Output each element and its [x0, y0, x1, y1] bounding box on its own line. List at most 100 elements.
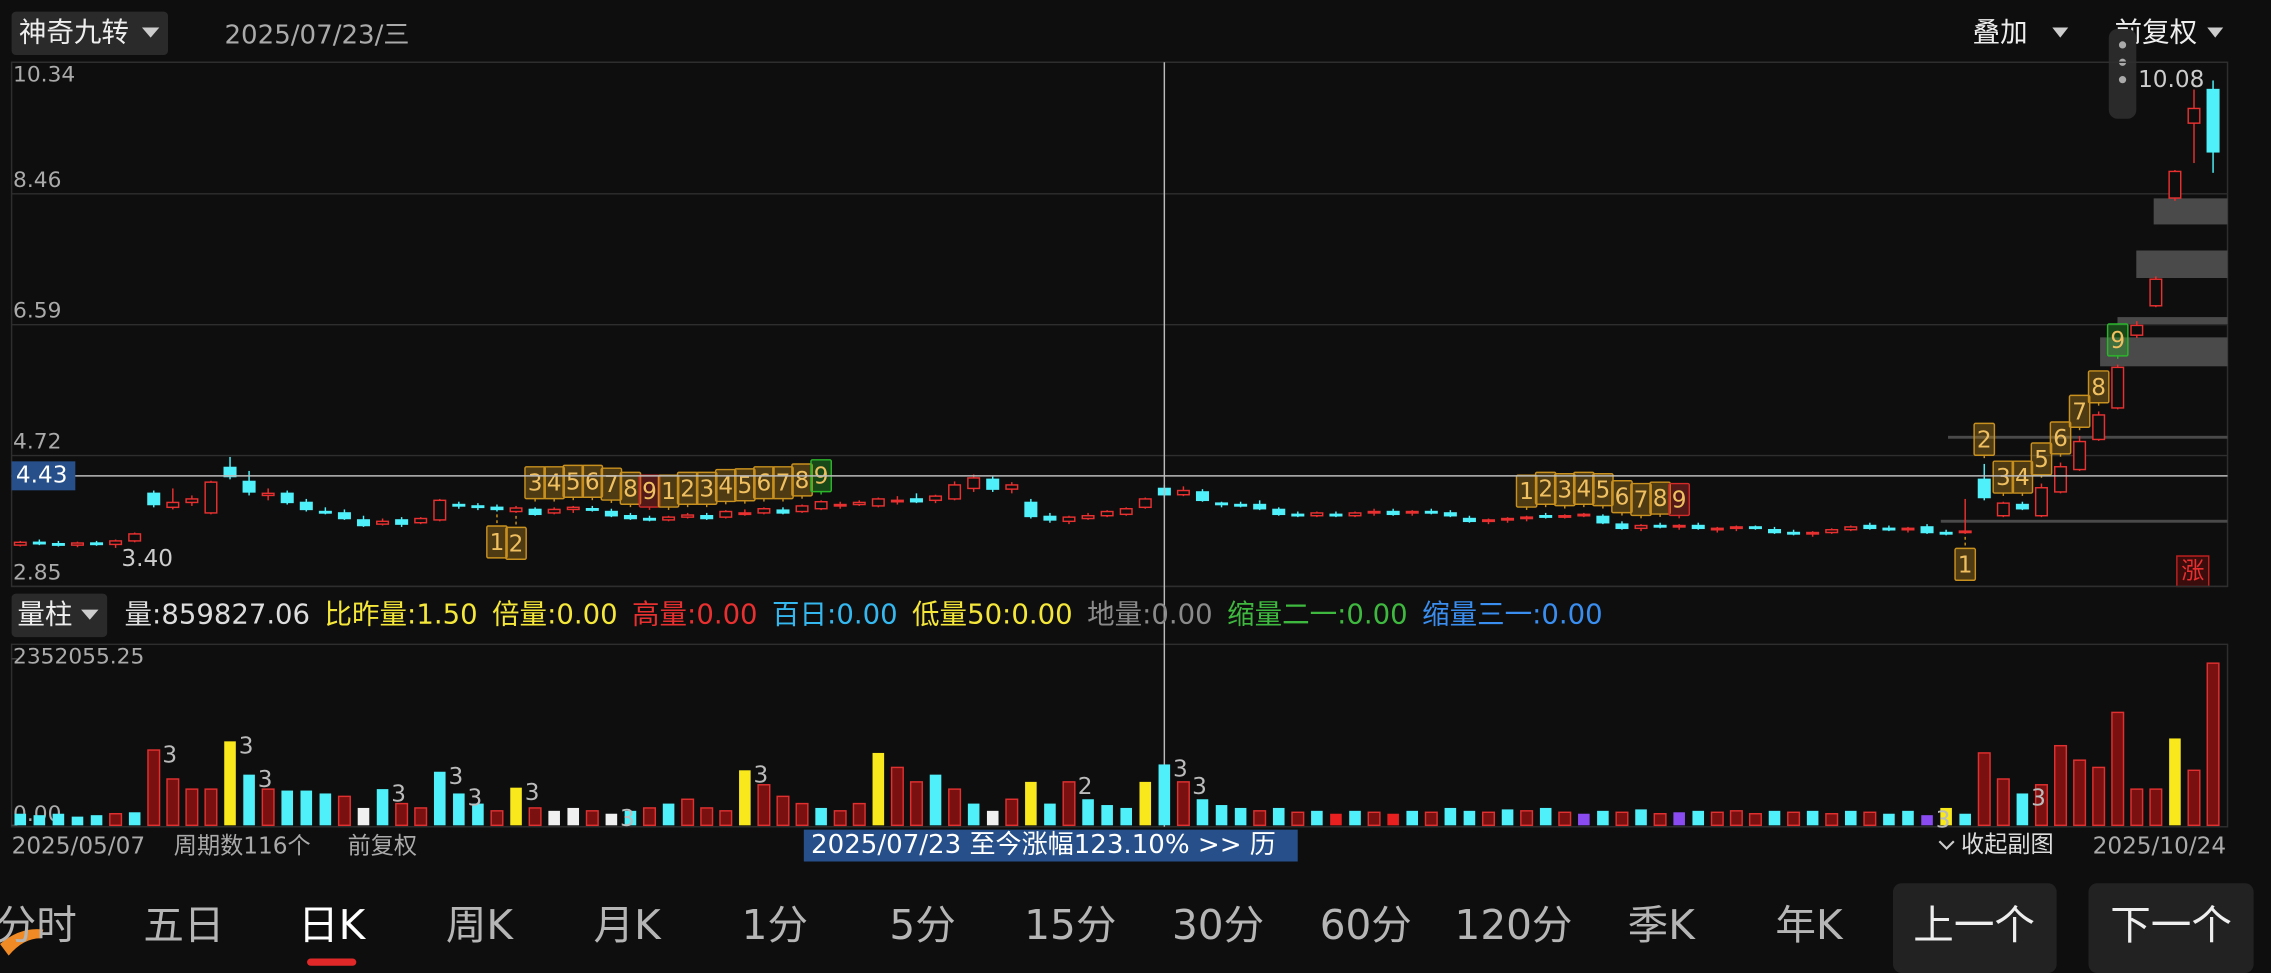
volume-bar — [739, 770, 751, 826]
timeframe-tab[interactable]: 年K — [1775, 901, 1844, 949]
volume-bar — [909, 781, 923, 827]
candle-body — [547, 508, 561, 514]
volume-bar — [1234, 807, 1247, 826]
timeframe-tab[interactable]: 周K — [446, 901, 515, 949]
volume-bar — [281, 790, 294, 826]
indicator-item: 比昨量:1.50 — [325, 598, 478, 630]
timeframe-tab[interactable]: 季K — [1628, 901, 1697, 949]
candle-body — [1215, 502, 1229, 506]
candle-body — [318, 510, 332, 514]
candle-body — [871, 498, 885, 507]
timeframe-tab[interactable]: 60分 — [1320, 901, 1412, 949]
candle-body — [337, 512, 351, 520]
candle-body — [1443, 512, 1457, 517]
volume-label: 3 — [1173, 756, 1188, 783]
timeframe-tab[interactable]: 5分 — [889, 901, 955, 949]
volume-bar — [395, 802, 409, 827]
volume-bar — [109, 813, 123, 827]
timeframe-tab[interactable]: 五日 — [143, 901, 224, 949]
candle-body — [414, 517, 428, 524]
td-label: 4 — [2015, 464, 2030, 491]
candle-body — [1424, 510, 1438, 514]
candle-body — [1310, 512, 1324, 517]
volume-bar — [1101, 805, 1113, 826]
chip-bar — [1940, 519, 2228, 523]
timeframe-tab[interactable]: 月K — [594, 901, 663, 949]
candle-body — [166, 501, 180, 509]
timeframe-tab[interactable]: 分时 — [0, 901, 77, 949]
side-handle[interactable] — [2108, 28, 2137, 119]
range-highlight-box[interactable] — [803, 829, 1298, 862]
volume-tick-label: 2352055.25 — [13, 644, 144, 669]
td-box — [1992, 460, 2015, 494]
timeframe-tab[interactable]: 120分 — [1455, 901, 1573, 949]
candle-body — [1043, 515, 1057, 521]
td-box — [714, 468, 737, 503]
volume-bar — [185, 788, 199, 827]
volume-bar — [1863, 811, 1877, 827]
candle-body — [528, 508, 542, 516]
candle-body — [1691, 524, 1705, 530]
volume-bar — [1940, 807, 1952, 826]
volume-bar — [1272, 807, 1285, 826]
timeframe-tab[interactable]: 1分 — [742, 901, 808, 949]
candle-body — [70, 542, 84, 546]
collapse-button[interactable]: 收起副图 — [1961, 831, 2054, 858]
candle-body — [1291, 513, 1305, 517]
td-label: 3 — [528, 470, 543, 497]
next-button-box[interactable] — [2088, 883, 2254, 973]
volume-bar — [1176, 781, 1190, 827]
td-box — [2030, 442, 2053, 476]
candle-body — [700, 515, 714, 520]
volume-bar — [1120, 807, 1132, 826]
volume-bar — [1406, 810, 1419, 826]
candle-body — [147, 492, 161, 506]
volume-label: 3 — [468, 785, 483, 812]
td-box — [1649, 481, 1671, 515]
volume-bar — [453, 793, 465, 826]
candle-body — [204, 481, 218, 514]
volume-bar — [2187, 769, 2201, 827]
volume-bar — [71, 816, 84, 826]
volume-bar — [1062, 781, 1076, 827]
start-date: 2025/05/07 — [12, 833, 145, 860]
cursor-date: 2025/07/23/三 — [224, 21, 409, 51]
prev-button-box[interactable] — [1892, 883, 2057, 973]
candle-body — [1596, 515, 1610, 524]
candle-body — [909, 498, 923, 503]
candle-body — [1748, 526, 1762, 530]
timeframe-tab[interactable]: 15分 — [1024, 901, 1116, 949]
volume-bar — [967, 803, 980, 826]
indicator-name: 地量: — [1087, 598, 1151, 630]
candle-body — [1462, 517, 1476, 523]
candle-body — [1577, 513, 1591, 517]
sub-indicator-selector[interactable] — [11, 593, 108, 638]
candle-body — [929, 495, 943, 502]
td-label: 3 — [1557, 477, 1572, 504]
indicator-name: 缩量二一: — [1227, 598, 1346, 630]
volume-label: 3 — [1192, 773, 1207, 800]
timeframe-tab[interactable]: 日K — [298, 901, 367, 949]
volume-bar — [1787, 811, 1801, 827]
y-tick-label: 6.59 — [13, 299, 61, 324]
td-label: 7 — [776, 470, 791, 497]
candle-body — [280, 492, 294, 504]
indicator-name: 倍量: — [492, 598, 556, 630]
candle-body — [90, 542, 104, 546]
prev-button[interactable]: 上一个 — [1913, 901, 2035, 949]
td-label: 8 — [2091, 374, 2106, 401]
next-button[interactable]: 下一个 — [2110, 901, 2232, 949]
overlay-button[interactable]: 叠加 — [1973, 16, 2028, 48]
volume-bar — [2016, 793, 2029, 826]
volume-label: 3 — [448, 763, 463, 790]
indicator-item: 缩量二一:0.00 — [1227, 598, 1408, 630]
chip-profile — [1940, 198, 2228, 523]
volume-bar — [2169, 738, 2181, 826]
indicator-selector[interactable] — [11, 11, 169, 56]
timeframe-tab[interactable]: 30分 — [1172, 901, 1264, 949]
candle-body — [13, 541, 27, 546]
volume-bar — [1883, 813, 1895, 826]
volume-label: 3 — [391, 780, 406, 807]
indicator-name: 百日: — [772, 598, 836, 630]
chip-bar — [2117, 317, 2228, 325]
